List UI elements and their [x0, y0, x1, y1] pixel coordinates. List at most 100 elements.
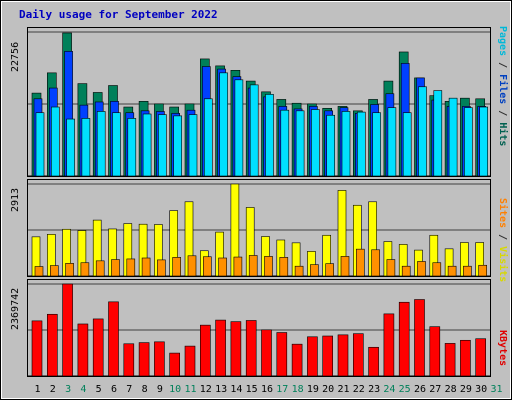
pages-bar-1 — [35, 112, 45, 177]
bottom-panel-legend: KBytes — [497, 330, 508, 366]
day-label-11: 11 — [184, 384, 197, 395]
sites-bar-28 — [447, 265, 457, 277]
pages-bar-18 — [295, 110, 305, 177]
sites-bar-27 — [432, 262, 442, 277]
kbytes-bar-5 — [92, 318, 104, 377]
legend-middle-part-2: Visits — [497, 246, 508, 283]
legend-top-part-1: / — [497, 56, 508, 75]
sites-bar-2 — [49, 265, 59, 277]
legend-top-part-0: Pages — [497, 26, 508, 57]
pages-bar-3 — [66, 118, 75, 177]
sites-bar-12 — [203, 256, 212, 277]
day-label-25: 25 — [398, 384, 411, 395]
sites-bar-10 — [172, 257, 181, 277]
pages-bar-28 — [448, 97, 458, 177]
day-label-17: 17 — [276, 384, 289, 395]
kbytes-bar-17 — [276, 332, 288, 377]
sites-bar-4 — [80, 262, 90, 277]
kbytes-bar-9 — [154, 341, 165, 377]
pages-bar-12 — [204, 98, 213, 177]
day-label-21: 21 — [337, 384, 350, 395]
kbytes-bar-3 — [62, 283, 73, 377]
day-label-12: 12 — [199, 384, 212, 395]
sites-bar-16 — [264, 256, 273, 277]
sites-bar-6 — [111, 259, 120, 277]
sites-bar-23 — [371, 249, 380, 277]
pages-bar-26 — [418, 86, 427, 177]
kbytes-bar-16 — [261, 329, 272, 377]
day-label-15: 15 — [245, 384, 258, 395]
kbytes-bar-28 — [444, 343, 456, 377]
top-panel-legend: Pages / Files / Hits — [497, 26, 508, 146]
kbytes-panel-frame — [27, 279, 491, 377]
sites-bar-21 — [340, 256, 350, 277]
sites-bar-14 — [233, 256, 243, 277]
sites-bar-5 — [95, 260, 105, 277]
day-label-29: 29 — [459, 384, 472, 395]
day-label-16: 16 — [260, 384, 274, 395]
pages-bar-9 — [158, 114, 167, 177]
day-label-24: 24 — [383, 384, 396, 395]
kbytes-bar-8 — [138, 342, 150, 377]
kbytes-bar-12 — [200, 324, 211, 377]
sites-bar-15 — [248, 255, 258, 277]
pages-bar-6 — [112, 112, 121, 177]
kbytes-bar-20 — [322, 335, 334, 377]
day-label-19: 19 — [306, 384, 319, 395]
day-label-31: 31 — [490, 384, 503, 395]
sites-bar-3 — [65, 263, 74, 277]
kbytes-bar-19 — [307, 336, 318, 377]
sites-bar-19 — [310, 264, 319, 277]
kbytes-bar-10 — [169, 352, 180, 377]
sites-bar-7 — [126, 258, 136, 277]
pages-bar-17 — [280, 109, 290, 177]
kbytes-bar-22 — [352, 333, 364, 377]
legend-middle-part-1: / — [497, 228, 508, 247]
kbytes-bar-1 — [31, 320, 43, 377]
kbytes-bar-14 — [230, 321, 242, 377]
legend-top-part-3: / — [497, 104, 508, 123]
legend-top-part-2: Files — [497, 74, 508, 105]
pages-bar-20 — [326, 114, 336, 177]
kbytes-bar-11 — [184, 345, 196, 377]
top-panel-max-label: 22756 — [10, 41, 21, 72]
kbytes-bar-18 — [291, 343, 303, 377]
sites-bar-26 — [417, 261, 426, 277]
day-label-2: 2 — [49, 384, 56, 395]
kbytes-bar-29 — [460, 339, 471, 377]
sites-bar-11 — [187, 255, 197, 277]
sites-bar-29 — [463, 265, 472, 277]
pages-bar-11 — [188, 114, 198, 177]
legend-top-part-4: Hits — [497, 122, 508, 147]
kbytes-bar-21 — [337, 334, 349, 377]
day-label-18: 18 — [291, 384, 304, 395]
pages-bar-15 — [249, 84, 259, 177]
pages-bar-25 — [402, 112, 412, 177]
pages-bar-14 — [234, 79, 244, 177]
legend-bottom-part-0: KBytes — [497, 330, 508, 367]
sites-bar-20 — [325, 263, 335, 277]
pages-bar-23 — [372, 112, 381, 177]
day-label-5: 5 — [95, 384, 102, 395]
kbytes-bar-24 — [383, 313, 395, 377]
kbytes-bar-13 — [215, 319, 226, 377]
sites-bar-1 — [34, 266, 44, 277]
kbytes-bar-4 — [77, 323, 89, 377]
sites-bar-25 — [401, 265, 411, 277]
kbytes-bar-23 — [368, 346, 379, 377]
pages-bar-7 — [127, 118, 137, 177]
day-label-20: 20 — [322, 384, 335, 395]
kbytes-bar-30 — [475, 338, 487, 377]
day-label-8: 8 — [141, 384, 148, 395]
day-label-22: 22 — [352, 384, 365, 395]
sites-bar-18 — [294, 265, 304, 277]
middle-panel-max-label: 2913 — [10, 187, 21, 212]
pages-bar-13 — [219, 72, 228, 177]
sites-bar-9 — [157, 259, 166, 277]
day-label-9: 9 — [156, 384, 163, 395]
kbytes-bar-6 — [108, 301, 119, 377]
pages-bar-5 — [96, 111, 106, 177]
sites-bar-13 — [218, 257, 227, 277]
